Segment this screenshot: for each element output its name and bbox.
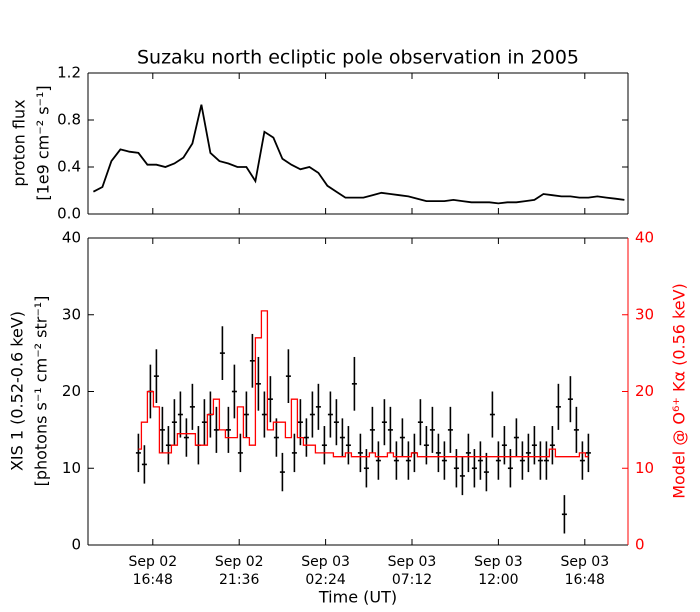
y-tick-label: 0.4 xyxy=(57,158,81,176)
y-axis-label: [1e9 cm⁻² s⁻¹] xyxy=(34,85,53,200)
y2-tick-label: 10 xyxy=(635,459,654,477)
x-tick-label: Sep 03 16:48 xyxy=(560,554,610,588)
x-axis-label: Time (UT) xyxy=(318,588,397,607)
x-tick-label: Sep 03 02:24 xyxy=(301,554,350,588)
y2-tick-label: 40 xyxy=(635,229,654,247)
y-axis-label: proton flux xyxy=(10,99,29,186)
y2-tick-label: 20 xyxy=(635,382,654,400)
y-tick-label: 30 xyxy=(62,305,81,323)
y-tick-label: 40 xyxy=(62,229,81,247)
x-tick-label: Sep 02 16:48 xyxy=(128,554,178,588)
y2-tick-label: 0 xyxy=(635,536,645,554)
y-tick-label: 0.0 xyxy=(57,205,81,223)
x-tick-label: Sep 02 21:36 xyxy=(214,554,264,588)
y-axis-label: XIS 1 (0.52-0.6 keV) xyxy=(8,311,27,471)
chart-title: Suzaku north ecliptic pole observation i… xyxy=(137,47,579,69)
y-tick-label: 0.8 xyxy=(57,111,81,129)
y-axis-label: [photons s⁻¹ cm⁻² str⁻¹] xyxy=(32,296,51,487)
step-line xyxy=(138,310,589,458)
y-tick-label: 1.2 xyxy=(57,64,81,82)
y2-axis-label: Model @ O⁶⁺ Kα (0.56 keV) xyxy=(670,283,689,499)
y-tick-label: 10 xyxy=(62,459,81,477)
line xyxy=(92,104,625,205)
x-tick-label: Sep 03 07:12 xyxy=(387,554,437,588)
y-tick-label: 20 xyxy=(62,382,81,400)
y-tick-label: 0 xyxy=(71,536,81,554)
y2-tick-label: 30 xyxy=(635,305,654,323)
x-tick-label: Sep 03 12:00 xyxy=(474,554,523,588)
